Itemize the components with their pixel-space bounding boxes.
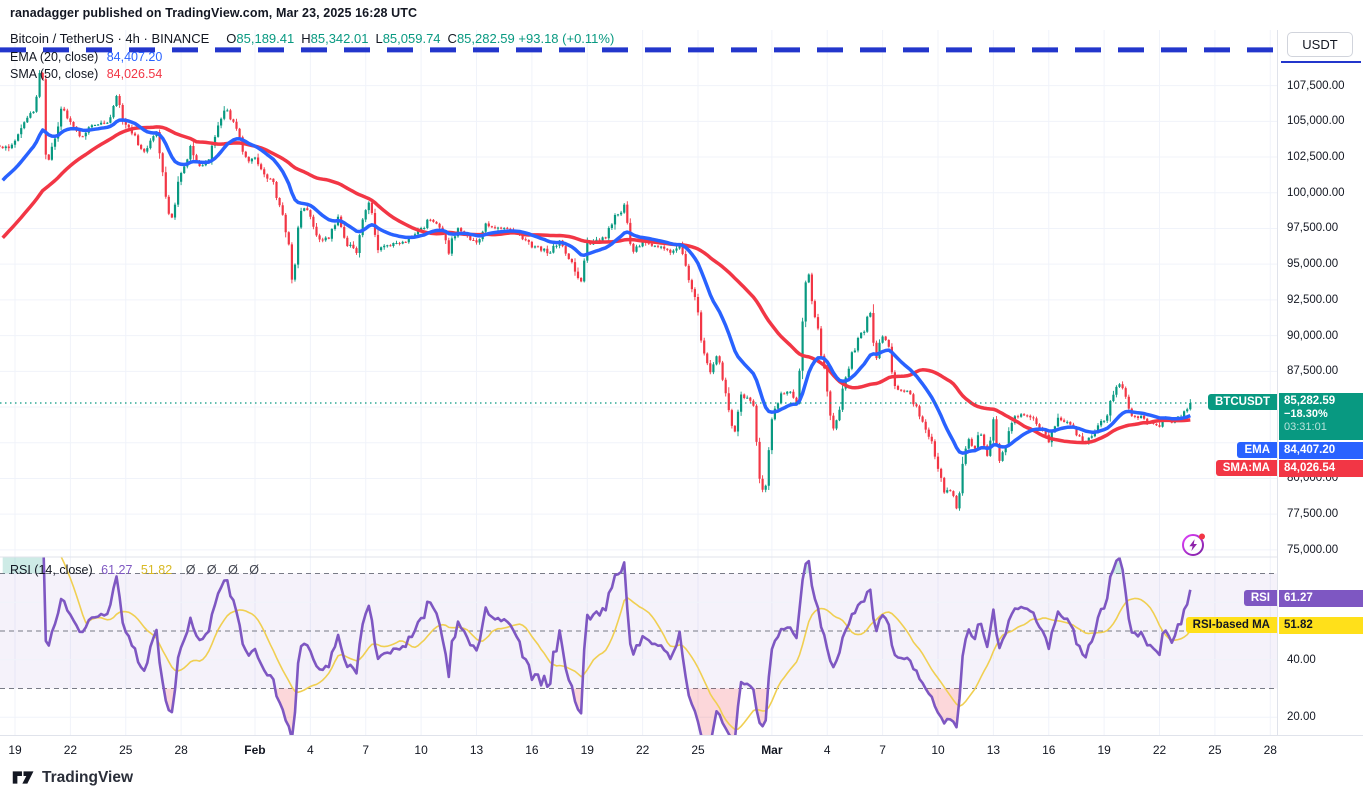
rsi-ma-line xyxy=(60,557,1191,731)
usdt-underline xyxy=(1281,61,1361,63)
sma-value-badge: 84,026.54 xyxy=(1279,460,1363,477)
time-axis-label: Mar xyxy=(761,743,783,757)
last-price-change: −18.30% xyxy=(1284,408,1328,420)
usdt-button[interactable]: USDT xyxy=(1287,32,1353,57)
rsi-axis-label: 20.00 xyxy=(1287,711,1316,724)
price-axis-label: 107,500.00 xyxy=(1287,79,1345,92)
rsi-legend-label: RSI (14, close) xyxy=(10,563,93,577)
rsi-ma-legend-value: 51.82 xyxy=(140,563,173,577)
candle-countdown: 03:31:01 xyxy=(1284,421,1327,433)
attribution-text: ranadagger published on TradingView.com,… xyxy=(10,6,418,20)
time-axis-label: 19 xyxy=(8,743,22,757)
sma-tag-badge: SMA:MA xyxy=(1215,460,1277,476)
tradingview-logo[interactable]: TradingView xyxy=(12,768,133,787)
symbol-title: Bitcoin / TetherUS · 4h · BINANCE xyxy=(10,31,210,46)
rsi-legend-value: 61.27 xyxy=(101,563,133,577)
rsi-oversold-fill xyxy=(2,688,1191,735)
tradingview-logo-icon xyxy=(12,771,34,784)
ohlc-values: O85,189.41 H85,342.01 L85,059.74 C85,282.59… xyxy=(226,31,615,46)
time-axis-label: 25 xyxy=(691,743,705,757)
time-axis-label: 22 xyxy=(635,743,650,757)
time-axis-label: 19 xyxy=(1097,743,1111,757)
ema-legend-value: 84,407.20 xyxy=(106,50,163,64)
ema-legend-label: EMA (20, close) xyxy=(10,50,99,64)
time-axis-label: 7 xyxy=(879,743,886,757)
last-price-badge: 85,282.59 −18.30% 03:31:01 xyxy=(1279,393,1363,440)
ema-tag-badge: EMA xyxy=(1237,442,1277,458)
ema-value-badge: 84,407.20 xyxy=(1279,442,1363,459)
time-axis-label: 7 xyxy=(362,743,370,757)
time-axis-label: Feb xyxy=(244,743,266,757)
time-axis-label: 25 xyxy=(1208,743,1222,757)
time-axis-label: 10 xyxy=(414,743,428,757)
price-pane[interactable] xyxy=(0,30,1277,557)
price-axis-label: 100,000.00 xyxy=(1287,186,1345,199)
sma-legend-row[interactable]: SMA (50, close) 84,026.54 xyxy=(10,67,162,81)
rsi-value-badge: 61.27 xyxy=(1279,589,1363,607)
tradingview-logo-text: TradingView xyxy=(42,768,134,786)
price-axis-label: 77,500.00 xyxy=(1287,508,1339,521)
symbol-tag-badge: BTCUSDT xyxy=(1208,394,1277,410)
price-axis-label: 75,000.00 xyxy=(1287,543,1339,556)
price-axis-label: 95,000.00 xyxy=(1287,258,1339,271)
time-axis-label: 22 xyxy=(1152,743,1167,757)
time-axis-label: 16 xyxy=(1042,743,1056,757)
price-axis-label: 87,500.00 xyxy=(1287,365,1339,378)
price-axis-label: 92,500.00 xyxy=(1287,293,1339,306)
rsi-axis-label: 40.00 xyxy=(1287,653,1316,666)
time-axis-label: 22 xyxy=(63,743,78,757)
time-axis-label: 28 xyxy=(174,743,188,757)
time-axis-label: 4 xyxy=(307,743,314,757)
flash-icon[interactable] xyxy=(1180,530,1208,558)
price-axis-label: 97,500.00 xyxy=(1287,222,1339,235)
ema-legend-row[interactable]: EMA (20, close) 84,407.20 xyxy=(10,50,162,64)
sma-legend-label: SMA (50, close) xyxy=(10,67,99,81)
time-axis-label: 25 xyxy=(119,743,133,757)
price-axis-label: 102,500.00 xyxy=(1287,151,1345,164)
time-axis-label: 13 xyxy=(469,743,484,757)
rsi-empty-values: Ø Ø Ø Ø xyxy=(185,563,259,577)
time-axis-label: 4 xyxy=(823,743,831,757)
time-axis-label: 28 xyxy=(1263,743,1277,757)
time-axis-label: 19 xyxy=(580,743,594,757)
rsi-legend-row[interactable]: RSI (14, close) 61.27 51.82 Ø Ø Ø Ø xyxy=(10,563,259,577)
time-axis-label: 16 xyxy=(525,743,539,757)
time-axis-label: 10 xyxy=(931,743,945,757)
symbol-legend-row[interactable]: Bitcoin / TetherUS · 4h · BINANCE O85,189… xyxy=(10,31,614,46)
sma-line xyxy=(1,125,1191,445)
time-axis-label: 13 xyxy=(986,743,1001,757)
rsi-ma-tag-badge: RSI-based MA xyxy=(1185,616,1277,633)
price-axis-label: 105,000.00 xyxy=(1287,115,1345,128)
price-axis-label: 90,000.00 xyxy=(1287,329,1339,342)
time-axis[interactable]: 19 22 25 28 Feb 4 7 10 13 16 19 22 25 Mar 4 7 10 13 16 19 22… xyxy=(0,735,1363,765)
rsi-ma-value-badge: 51.82 xyxy=(1279,616,1363,634)
rsi-line xyxy=(42,557,1192,735)
rsi-pane[interactable] xyxy=(0,496,1277,745)
ema-line xyxy=(1,118,1191,455)
footer: TradingView xyxy=(0,765,1363,796)
rsi-tag-badge: RSI xyxy=(1243,589,1277,606)
change-value: +93.18 (+0.11%) xyxy=(518,31,615,46)
sma-legend-value: 84,026.54 xyxy=(106,67,163,81)
last-price-value: 85,282.59 xyxy=(1284,395,1336,407)
